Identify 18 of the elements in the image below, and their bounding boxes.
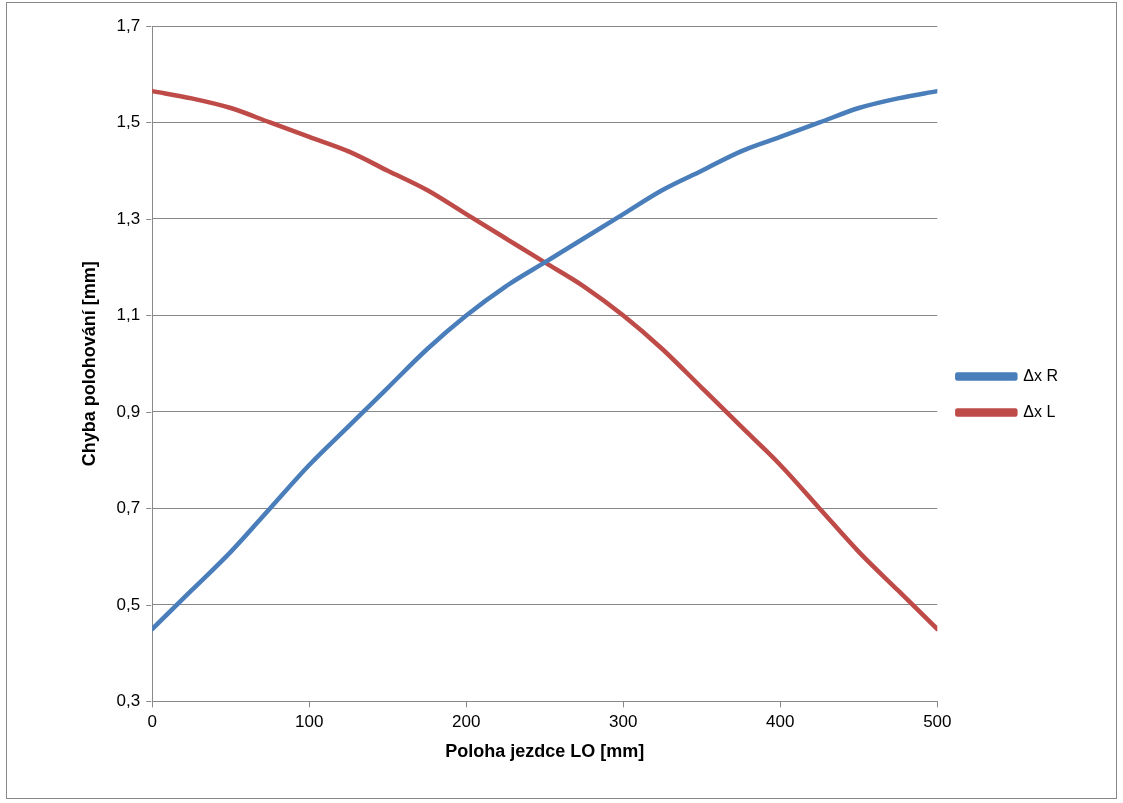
- y-tick-label: 1,7: [116, 15, 141, 35]
- y-tick-label: 0,7: [116, 498, 141, 518]
- legend-label: Δx R: [1023, 366, 1058, 384]
- x-tick-label: 100: [295, 711, 324, 731]
- y-tick-label: 1,5: [116, 112, 141, 132]
- x-tick-label: 0: [147, 711, 157, 731]
- y-tick-label: 0,3: [116, 691, 141, 711]
- x-axis-title: Poloha jezdce LO [mm]: [445, 741, 645, 762]
- x-tick-label: 500: [923, 711, 952, 731]
- y-tick-label: 1,3: [116, 208, 141, 228]
- y-axis-title: Chyba polohování [mm]: [78, 261, 99, 467]
- y-tick-label: 1,1: [116, 305, 141, 325]
- legend-label: Δx L: [1023, 402, 1056, 420]
- y-tick-label: 0,5: [116, 594, 141, 614]
- y-tick-label: 0,9: [116, 401, 141, 421]
- x-tick-label: 300: [609, 711, 638, 731]
- x-tick-label: 400: [766, 711, 795, 731]
- x-tick-label: 200: [452, 711, 481, 731]
